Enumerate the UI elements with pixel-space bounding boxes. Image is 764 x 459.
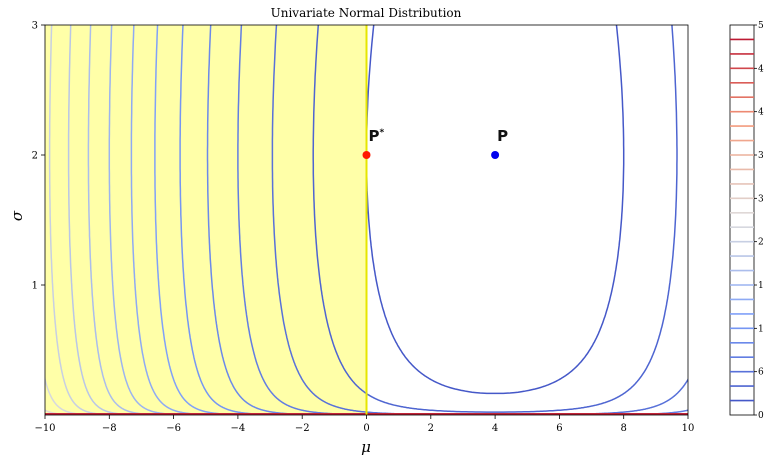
x-tick-label: −6 [166,423,181,434]
marked-points: P* P [362,127,508,159]
colorbar-ticks: 0 6 12 18 24 30 36 42 48 54 [754,21,764,421]
y-axis-ticks: 1 2 3 [32,21,45,292]
x-tick-label: −2 [295,423,310,434]
point-marker [491,151,500,159]
point-label-superscript: * [380,128,385,138]
x-axis-ticks: −10 −8 −6 −4 −2 0 2 4 6 8 10 [34,415,694,434]
chart-title: Univariate Normal Distribution [271,6,462,20]
colorbar-tick-label: 30 [758,194,764,204]
shaded-region [45,25,367,415]
x-tick-label: 6 [556,423,562,434]
colorbar-tick-label: 42 [758,108,764,118]
y-tick-label: 2 [32,151,38,162]
y-tick-label: 1 [32,281,38,292]
y-axis-label: σ [8,210,26,221]
colorbar-tick-label: 24 [758,238,764,248]
x-tick-label: 2 [428,423,434,434]
y-tick-label: 3 [32,21,38,32]
x-tick-label: −10 [34,423,55,434]
point-label-main: P [497,127,508,145]
colorbar-tick-label: 48 [758,64,764,74]
contour-line [45,413,688,415]
x-tick-label: 4 [492,423,498,434]
point-label: P* [369,127,385,145]
colorbar-tick-label: 6 [758,368,764,378]
x-tick-label: −4 [231,423,246,434]
colorbar-tick-label: 0 [758,411,764,421]
contour-line [365,25,625,395]
colorbar: 0 6 12 18 24 30 36 42 48 54 [729,21,764,421]
x-tick-label: 10 [682,423,695,434]
x-tick-label: −8 [102,423,117,434]
contour-line [312,25,678,413]
colorbar-tick-label: 12 [758,324,764,334]
point-marker [362,151,371,159]
contour-lines [45,25,688,415]
x-axis-label: μ [361,438,371,456]
colorbar-level-lines [730,38,754,402]
x-tick-label: 0 [363,423,369,434]
point-label-main: P [369,127,380,145]
colorbar-tick-label: 18 [758,281,764,291]
colorbar-tick-label: 36 [758,151,764,161]
point-label: P [497,127,508,145]
x-tick-label: 8 [621,423,627,434]
colorbar-tick-label: 54 [758,21,764,31]
colorbar-frame [729,24,755,416]
